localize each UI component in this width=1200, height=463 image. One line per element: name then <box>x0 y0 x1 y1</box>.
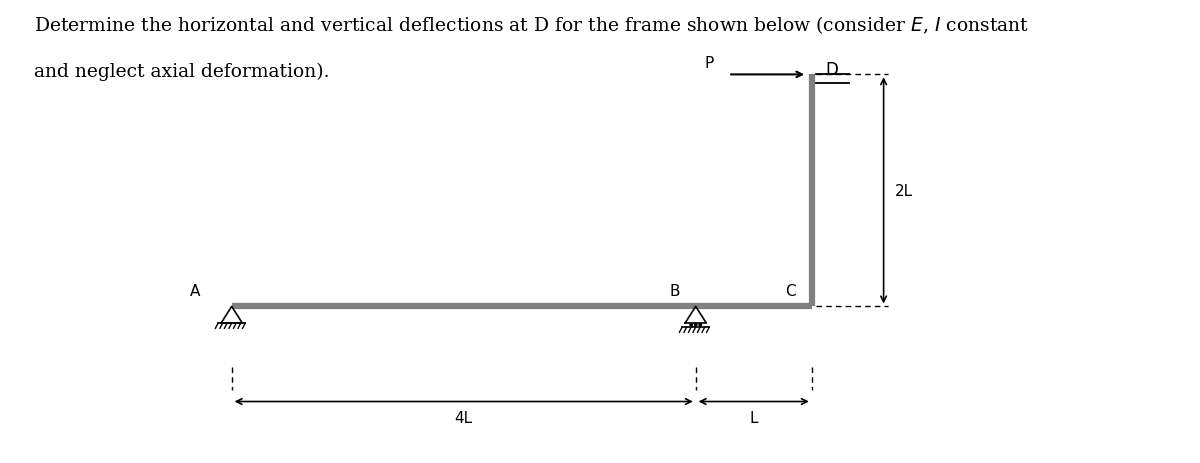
Text: P: P <box>704 56 714 70</box>
Text: D: D <box>826 61 839 78</box>
Text: and neglect axial deformation).: and neglect axial deformation). <box>34 63 329 81</box>
Text: B: B <box>670 284 680 299</box>
Text: L: L <box>750 410 758 425</box>
Text: C: C <box>786 284 796 299</box>
Text: Determine the horizontal and vertical deflections at D for the frame shown below: Determine the horizontal and vertical de… <box>34 14 1028 36</box>
Circle shape <box>700 324 702 326</box>
Text: A: A <box>190 284 199 299</box>
Text: 4L: 4L <box>455 410 473 425</box>
Circle shape <box>695 324 697 326</box>
Text: 2L: 2L <box>895 183 913 199</box>
Circle shape <box>690 324 692 326</box>
